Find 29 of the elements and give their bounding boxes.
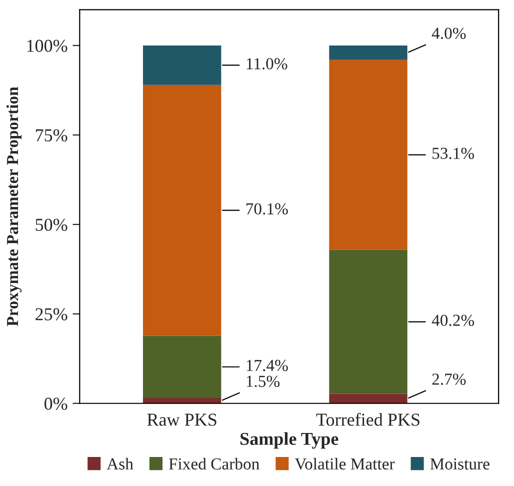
bar [142,46,222,85]
bar [142,398,222,404]
data-label: 40.2% [432,314,474,326]
x-tick-label: Raw PKS [147,414,216,426]
y-tick-label: 100% [27,40,68,52]
y-tick-label: 50% [36,218,68,231]
data-label: 2.7% [432,374,466,385]
data-label: 53.1% [432,148,474,160]
legend-label: Moisture [430,458,490,470]
x-tick-label: Torrefied PKS [316,412,420,426]
data-label: 1.5% [246,376,280,388]
legend-label: Ash [106,458,134,470]
data-label: 11.0% [246,58,288,70]
legend-label: Fixed Carbon [168,458,260,470]
y-tick-label: 75% [36,129,68,142]
bar [329,60,408,250]
bar [329,250,408,394]
bar [329,394,408,404]
bar [142,336,222,398]
legend-label: Volatile Matter [294,458,395,470]
y-tick-label: 25% [36,308,68,320]
data-label: 17.4% [246,360,288,372]
bar [142,84,222,336]
bar [329,46,408,60]
data-label: 4.0% [432,28,466,40]
data-label: 70.1% [246,203,288,215]
y-tick-label: 0% [44,398,68,410]
x-axis-title: Sample Type [240,432,338,449]
y-axis-title: Proxymate Parameter Proportion [6,86,22,326]
